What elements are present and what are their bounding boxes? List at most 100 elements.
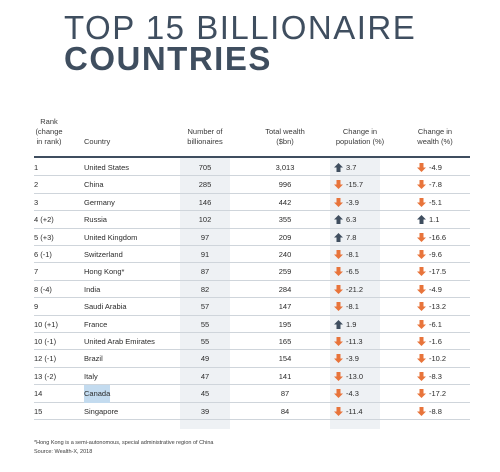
- wealth-cell: 195: [278, 319, 292, 329]
- wealth-cell: 209: [278, 232, 292, 242]
- wealth-change-value: 1.1: [429, 215, 440, 225]
- country-cell: Germany: [84, 197, 115, 207]
- country-cell: Brazil: [84, 354, 103, 364]
- wealth-cell: 3,013: [275, 163, 295, 172]
- country-cell: Switzerland: [84, 250, 123, 259]
- billionaires-cell: 45: [200, 389, 210, 399]
- wealth-cell: 147: [278, 302, 292, 312]
- rank-cell: 1: [34, 163, 39, 172]
- wealth-change-value: -17.5: [429, 267, 447, 277]
- arrow-down-icon: [417, 267, 426, 277]
- population-change-value: -3.9: [346, 354, 359, 364]
- arrow-down-icon: [417, 354, 426, 364]
- table-header: Rank (change in rank) Country Number of …: [0, 117, 500, 159]
- header-rank: Rank (change in rank): [35, 117, 63, 146]
- footnote: *Hong Kong is a semi-autonomous, special…: [34, 440, 214, 446]
- billionaires-cell: 102: [198, 215, 212, 225]
- arrow-up-icon: [334, 163, 343, 172]
- arrow-down-icon: [417, 232, 426, 242]
- header-population-change: Change in population (%): [335, 127, 385, 146]
- country-cell: United States: [84, 163, 130, 172]
- arrow-down-icon: [334, 371, 343, 381]
- country-cell: India: [84, 284, 101, 294]
- country-cell: Canada: [84, 385, 111, 403]
- table-row: 14 Canada 45 87 -4.3 -17.2: [34, 385, 470, 403]
- arrow-up-icon: [417, 215, 426, 225]
- table-row: 10 (+1) France 55 195 1.9 -6.1: [34, 316, 470, 333]
- billionaires-cell: 55: [200, 337, 210, 346]
- wealth-change-value: -6.1: [429, 319, 442, 329]
- population-change-value: -15.7: [346, 180, 364, 190]
- arrow-up-icon: [334, 232, 343, 242]
- wealth-change-value: -13.2: [429, 302, 447, 312]
- page-title-line1: TOP 15 BILLIONAIRE: [64, 9, 417, 46]
- table-row: 3 Germany 146 442 -3.9 -5.1: [34, 194, 470, 212]
- wealth-change-value: -8.3: [429, 371, 442, 381]
- billionaires-cell: 82: [200, 284, 210, 294]
- country-cell: Russia: [84, 215, 107, 225]
- wealth-change-value: -9.6: [429, 250, 442, 259]
- arrow-down-icon: [417, 406, 426, 416]
- population-change-value: -8.1: [346, 250, 359, 259]
- rank-cell: 14: [34, 389, 43, 399]
- country-cell: United Arab Emirates: [84, 337, 155, 346]
- table-row: 10 (-1) United Arab Emirates 55 165 -11.3 -1.…: [34, 333, 470, 351]
- page-title-line2: COUNTRIES: [64, 40, 272, 77]
- population-change-value: -13.0: [346, 371, 364, 381]
- wealth-change-value: -8.8: [429, 406, 442, 416]
- wealth-change-value: -17.2: [429, 389, 447, 399]
- rank-cell: 4 (+2): [34, 215, 54, 225]
- rank-cell: 8 (-4): [34, 284, 52, 294]
- country-cell: Singapore: [84, 406, 119, 416]
- arrow-down-icon: [334, 180, 343, 190]
- wealth-cell: 84: [280, 406, 290, 416]
- wealth-cell: 996: [278, 180, 292, 190]
- table-row: 13 (-2) Italy 47 141 -13.0 -8.3: [34, 368, 470, 386]
- billionaires-cell: 47: [200, 371, 210, 381]
- country-cell: United Kingdom: [84, 232, 138, 242]
- arrow-down-icon: [334, 354, 343, 364]
- population-change-value: -21.2: [346, 284, 364, 294]
- billionaires-cell: 39: [200, 406, 210, 416]
- rank-cell: 13 (-2): [34, 371, 57, 381]
- rank-cell: 12 (-1): [34, 354, 57, 364]
- header-rule: [34, 156, 470, 158]
- arrow-down-icon: [334, 406, 343, 416]
- billionaires-column-shade: [180, 157, 230, 429]
- table-row: 1 United States 705 3,013 3.7 -4.9: [34, 159, 470, 177]
- billionaires-cell: 55: [200, 319, 210, 329]
- billionaires-cell: 49: [200, 354, 210, 364]
- rank-cell: 10 (+1): [34, 319, 58, 329]
- arrow-down-icon: [417, 371, 426, 381]
- header-wealth-change: Change in wealth (%): [417, 127, 453, 146]
- country-cell: Italy: [84, 371, 98, 381]
- arrow-down-icon: [334, 337, 343, 346]
- wealth-cell: 154: [278, 354, 292, 364]
- arrow-down-icon: [417, 197, 426, 207]
- table-row: 8 (-4) India 82 284 -21.2 -4.9: [34, 281, 470, 299]
- arrow-down-icon: [334, 389, 343, 399]
- table-row: 2 China 285 996 -15.7 -7.8: [34, 176, 470, 194]
- rank-cell: 5 (+3): [34, 232, 54, 242]
- arrow-down-icon: [417, 337, 426, 346]
- population-change-value: 3.7: [346, 163, 357, 172]
- rank-cell: 9: [34, 302, 39, 312]
- table-row: 12 (-1) Brazil 49 154 -3.9 -10.2: [34, 350, 470, 368]
- wealth-change-value: -4.9: [429, 284, 442, 294]
- wealth-cell: 240: [278, 250, 292, 259]
- wealth-cell: 87: [280, 389, 290, 399]
- arrow-down-icon: [334, 284, 343, 294]
- billionaires-cell: 87: [200, 267, 210, 277]
- country-cell: Saudi Arabia: [84, 302, 127, 312]
- wealth-change-value: -16.6: [429, 232, 447, 242]
- header-billionaires: Number of billionaires: [187, 127, 223, 146]
- wealth-change-value: -5.1: [429, 197, 442, 207]
- population-change-value: 6.3: [346, 215, 357, 225]
- table-row: 6 (-1) Switzerland 91 240 -8.1 -9.6: [34, 246, 470, 264]
- billionaires-cell: 97: [200, 232, 210, 242]
- population-change-value: -3.9: [346, 197, 359, 207]
- rank-cell: 6 (-1): [34, 250, 52, 259]
- country-cell: Hong Kong*: [84, 267, 125, 277]
- header-country: Country: [84, 137, 111, 146]
- billionaires-cell: 91: [200, 250, 210, 259]
